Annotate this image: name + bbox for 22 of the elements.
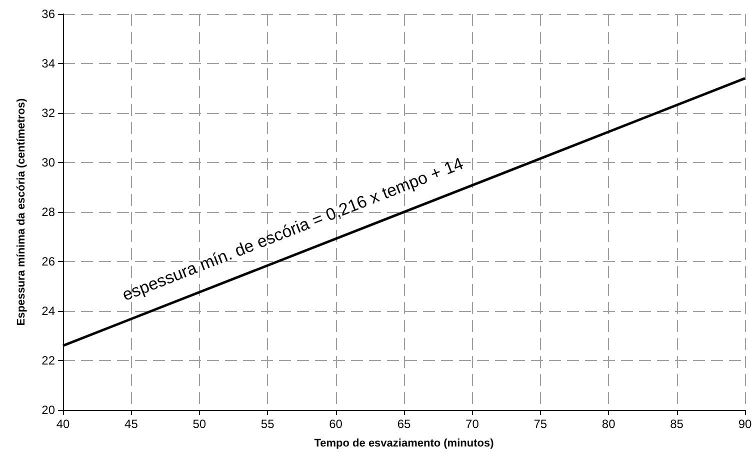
y-axis-title: Espessura mínima da escória (centímetros) <box>16 98 28 326</box>
y-tick-label: 24 <box>42 304 56 318</box>
y-tick-label: 36 <box>42 7 56 21</box>
x-tick-label: 60 <box>329 417 343 431</box>
y-tick-label: 28 <box>42 205 56 219</box>
x-tick-label: 75 <box>534 417 548 431</box>
y-tick-label: 22 <box>42 354 56 368</box>
x-tick-label: 55 <box>260 417 275 431</box>
x-tick-label: 50 <box>192 417 206 431</box>
x-tick-label: 80 <box>602 417 616 431</box>
x-tick-label: 90 <box>738 417 752 431</box>
x-tick-label: 40 <box>56 417 70 431</box>
x-axis-title: Tempo de esvaziamento (minutos) <box>314 438 494 450</box>
x-tick-label: 45 <box>124 417 138 431</box>
x-tick-label: 65 <box>397 417 411 431</box>
x-tick-label: 70 <box>466 417 480 431</box>
x-tick-label: 85 <box>670 417 684 431</box>
y-tick-label: 20 <box>42 403 56 417</box>
y-tick-label: 34 <box>42 56 56 70</box>
y-tick-label: 26 <box>42 254 56 268</box>
y-tick-label: 32 <box>42 106 56 120</box>
y-tick-label: 30 <box>42 156 56 170</box>
